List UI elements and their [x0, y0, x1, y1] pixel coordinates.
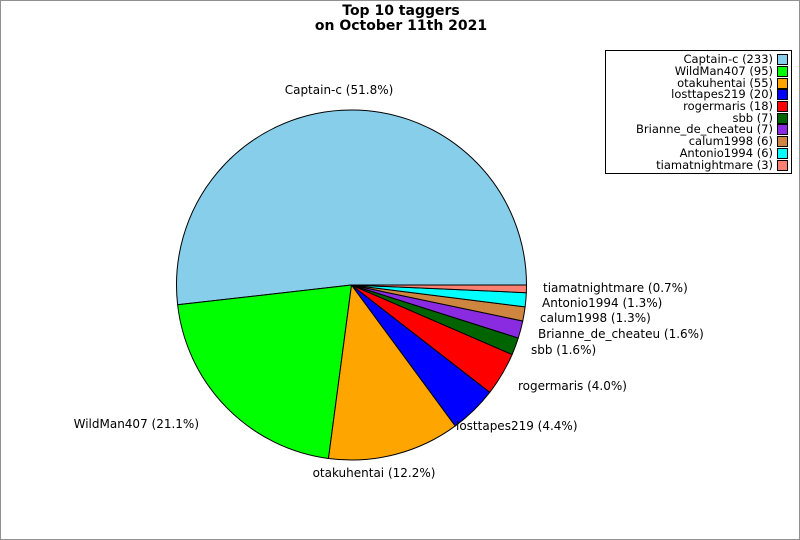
legend-color-swatch — [777, 101, 788, 113]
legend-color-swatch — [777, 112, 788, 124]
slice-label-calum1998: calum1998 (1.3%) — [540, 311, 651, 325]
legend-item-label: sbb (7) — [732, 110, 773, 125]
legend-item-label: Brianne_de_cheateu (7) — [636, 122, 773, 137]
legend-item-Antonio1994: Antonio1994 (6) — [609, 145, 788, 160]
slice-label-losttapes219: losttapes219 (4.4%) — [456, 419, 578, 433]
chart-title: Top 10 taggers on October 11th 2021 — [1, 3, 799, 34]
pie-slice-tiamatnightmare — [351, 284, 527, 294]
legend-item-label: otakuhentai (55) — [677, 75, 773, 90]
legend-item-label: Antonio1994 (6) — [679, 145, 773, 160]
legend-item-calum1998: calum1998 (6) — [609, 134, 788, 149]
slice-label-Brianne_de_cheateu: Brianne_de_cheateu (1.6%) — [538, 327, 704, 341]
legend-item-WildMan407: WildMan407 (95) — [609, 64, 788, 79]
legend-color-swatch — [777, 136, 788, 148]
legend-color-swatch — [777, 54, 788, 66]
legend-color-swatch — [777, 124, 788, 136]
slice-label-tiamatnightmare: tiamatnightmare (0.7%) — [543, 281, 688, 295]
slice-label-Captain-c: Captain-c (51.8%) — [284, 83, 394, 97]
legend-item-tiamatnightmare: tiamatnightmare (3) — [609, 159, 788, 171]
legend-item-label: Captain-c (233) — [683, 52, 773, 67]
legend-color-swatch — [777, 66, 788, 78]
legend-item-Captain-c: Captain-c (233) — [609, 54, 788, 66]
legend-item-label: tiamatnightmare (3) — [656, 157, 773, 172]
slice-label-rogermaris: rogermaris (4.0%) — [518, 379, 627, 393]
legend-item-losttapes219: losttapes219 (20) — [609, 89, 788, 101]
legend-item-otakuhentai: otakuhentai (55) — [609, 77, 788, 89]
legend-color-swatch — [777, 147, 788, 159]
legend-item-label: WildMan407 (95) — [674, 64, 773, 79]
legend-item-rogermaris: rogermaris (18) — [609, 99, 788, 114]
legend-color-swatch — [777, 159, 788, 171]
slice-label-WildMan407: WildMan407 (21.1%) — [73, 417, 199, 431]
legend-item-sbb: sbb (7) — [609, 112, 788, 124]
legend-item-label: rogermaris (18) — [683, 99, 773, 114]
legend-color-swatch — [777, 89, 788, 101]
slice-label-sbb: sbb (1.6%) — [531, 343, 597, 357]
chart-title-line2: on October 11th 2021 — [314, 18, 488, 34]
legend-item-label: losttapes219 (20) — [671, 87, 773, 102]
slice-label-Antonio1994: Antonio1994 (1.3%) — [542, 296, 663, 310]
legend-item-label: calum1998 (6) — [688, 134, 773, 149]
legend-item-Brianne_de_cheateu: Brianne_de_cheateu (7) — [609, 124, 788, 136]
pie-slice-Captain-c — [176, 109, 527, 306]
chart-title-line1: Top 10 taggers — [342, 3, 460, 19]
pie-slice-WildMan407 — [177, 284, 352, 459]
legend-color-swatch — [777, 77, 788, 89]
slice-label-otakuhentai: otakuhentai (12.2%) — [312, 466, 436, 480]
legend: Captain-c (233) WildMan407 (95) otakuhenta… — [605, 50, 792, 174]
pie-slice-otakuhentai — [327, 284, 456, 461]
